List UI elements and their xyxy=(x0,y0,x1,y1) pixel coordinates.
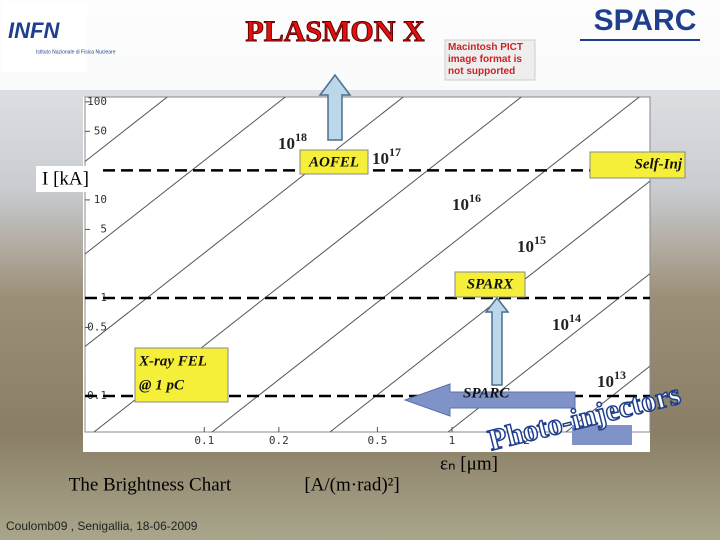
brightness-line xyxy=(85,97,405,348)
brightness-label: 1013 xyxy=(597,368,626,391)
brightness-exp: 17 xyxy=(389,145,401,159)
brightness-label: 1015 xyxy=(517,233,546,256)
brightness-exp: 14 xyxy=(569,311,581,325)
y-tick-label: 10 xyxy=(94,193,107,206)
x-axis-label: εₙ [μm] xyxy=(440,453,498,474)
brightness-exp: 18 xyxy=(295,130,307,144)
brightness-label: 1016 xyxy=(452,191,481,214)
header-band xyxy=(0,0,720,90)
x-tick-label: 0.1 xyxy=(194,434,214,447)
brightness-base: 10 xyxy=(278,134,295,153)
brightness-base: 10 xyxy=(517,237,534,256)
annotation: @ 1 pC xyxy=(139,377,185,393)
brightness-line xyxy=(85,97,287,255)
arrow-left xyxy=(403,383,576,417)
annotation-box xyxy=(454,271,526,298)
logo-left: INFN xyxy=(8,18,60,43)
brightness-base: 10 xyxy=(452,195,469,214)
sparc-region xyxy=(572,425,632,445)
brightness-label: 1014 xyxy=(552,311,581,334)
annotation: X-ray FEL xyxy=(138,353,207,369)
annotation: SPARC xyxy=(463,385,510,401)
unit: [A/(m·rad)²] xyxy=(304,474,399,495)
caption: The Brightness Chart xyxy=(69,474,232,495)
brightness-line xyxy=(85,97,169,163)
arrow-up-sparx xyxy=(484,296,510,386)
brightness-line xyxy=(211,97,641,432)
plot-frame xyxy=(84,96,651,433)
y-axis-label: I [kA] xyxy=(42,168,89,189)
arrow-up-aofel xyxy=(318,73,352,141)
placeholder: Macintosh PICT image format is not suppo… xyxy=(448,42,524,77)
footer: Coulomb09 , Senigallia, 18-06-2009 xyxy=(6,519,198,533)
brightness-base: 10 xyxy=(372,149,389,168)
brightness-label: 1017 xyxy=(372,145,401,168)
x-tick-label: 2 xyxy=(523,434,530,447)
x-tick-label: 1 xyxy=(449,434,456,447)
y-tick-label: 0.5 xyxy=(87,321,107,334)
logo-right: SPARC xyxy=(594,4,697,37)
brightness-label: 1018 xyxy=(278,130,307,153)
brightness-exp: 16 xyxy=(469,191,481,205)
annotation: AOFEL xyxy=(308,154,359,170)
y-tick-label: 5 xyxy=(100,222,107,235)
logo-left-sub: Istituto Nazionale di Fisica Nucleare xyxy=(36,49,116,55)
brightness-line xyxy=(565,365,650,432)
brightness-exp: 15 xyxy=(534,233,546,247)
placeholder-box xyxy=(444,39,536,81)
ylabel-bg xyxy=(36,166,98,192)
brightness-line xyxy=(329,180,650,432)
brightness-base: 10 xyxy=(552,315,569,334)
placeholder-wrap: Macintosh PICT image format is not suppo… xyxy=(448,42,524,77)
x-tick-label: 0.2 xyxy=(269,434,289,447)
x-tick-label: 0.5 xyxy=(367,434,387,447)
title: PLASMON X xyxy=(245,15,425,48)
annotation-box xyxy=(589,151,686,179)
annotation: Self-Inj xyxy=(634,156,682,172)
brightness-exp: 13 xyxy=(614,368,626,382)
y-tick-label: 0.1 xyxy=(87,389,107,402)
annotation: SPARX xyxy=(467,276,514,292)
annotation-box xyxy=(134,347,229,403)
brightness-base: 10 xyxy=(597,372,614,391)
y-tick-label: 100 xyxy=(87,95,107,108)
annotation-box xyxy=(299,149,369,175)
brightness-line xyxy=(447,272,650,432)
logo-left-box xyxy=(2,2,87,72)
y-tick-label: 50 xyxy=(94,124,107,137)
